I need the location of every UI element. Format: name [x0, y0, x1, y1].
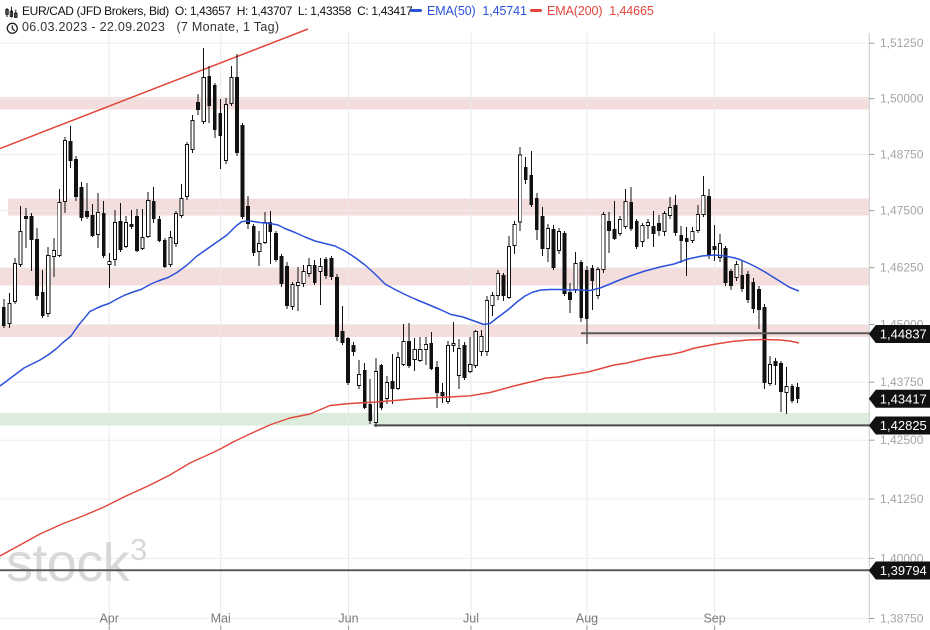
svg-text:stock: stock [6, 533, 131, 593]
svg-text:1,41250: 1,41250 [880, 492, 924, 506]
svg-text:Sep: Sep [703, 612, 725, 626]
svg-text:Jun: Jun [338, 612, 358, 626]
svg-text:Mai: Mai [211, 612, 231, 626]
svg-text:Aug: Aug [576, 612, 598, 626]
svg-text:1,38750: 1,38750 [880, 612, 924, 626]
svg-text:1,51250: 1,51250 [880, 36, 924, 50]
svg-text:1,39794: 1,39794 [880, 563, 927, 578]
svg-text:1,46250: 1,46250 [880, 261, 924, 275]
svg-text:3: 3 [130, 532, 147, 567]
svg-text:1,43417: 1,43417 [880, 391, 927, 406]
svg-text:Apr: Apr [99, 612, 118, 626]
svg-text:1,42825: 1,42825 [880, 418, 927, 433]
svg-text:1,48750: 1,48750 [880, 147, 924, 161]
svg-text:1,47500: 1,47500 [880, 204, 924, 218]
svg-text:1,44837: 1,44837 [880, 327, 927, 342]
svg-text:1,50000: 1,50000 [880, 92, 924, 106]
svg-text:Jul: Jul [463, 612, 479, 626]
svg-text:1,42500: 1,42500 [880, 433, 924, 447]
svg-text:1,43750: 1,43750 [880, 375, 924, 389]
